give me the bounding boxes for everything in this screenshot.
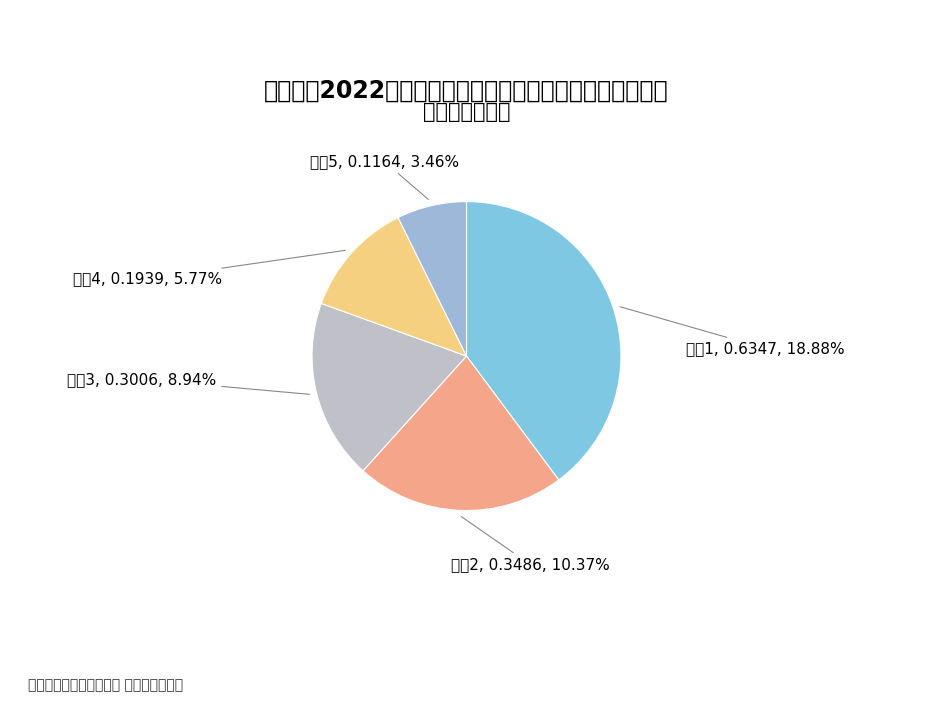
Text: 客户3, 0.3006, 8.94%: 客户3, 0.3006, 8.94% — [67, 372, 310, 394]
Text: 客户4, 0.1939, 5.77%: 客户4, 0.1939, 5.77% — [74, 250, 345, 286]
Text: 客户2, 0.3486, 10.37%: 客户2, 0.3486, 10.37% — [451, 517, 610, 572]
Wedge shape — [321, 217, 466, 356]
Wedge shape — [312, 304, 466, 471]
Text: 数据来源：芯导科技财报 制图：充电头网: 数据来源：芯导科技财报 制图：充电头网 — [28, 678, 183, 692]
Text: （单位：亿元）: （单位：亿元） — [423, 102, 510, 122]
Wedge shape — [363, 356, 559, 510]
Text: 客户1, 0.6347, 18.88%: 客户1, 0.6347, 18.88% — [620, 307, 844, 356]
Wedge shape — [466, 202, 621, 480]
Text: 芯导科技2022年前五大客户销售额占年度销售总额比例情况: 芯导科技2022年前五大客户销售额占年度销售总额比例情况 — [264, 78, 669, 103]
Wedge shape — [398, 202, 466, 356]
Text: 客户5, 0.1164, 3.46%: 客户5, 0.1164, 3.46% — [310, 154, 459, 200]
